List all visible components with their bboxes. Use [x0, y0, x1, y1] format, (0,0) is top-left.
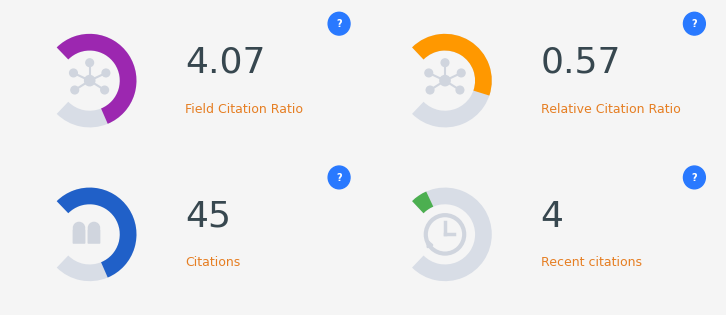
Circle shape — [683, 12, 706, 35]
Circle shape — [683, 166, 706, 189]
Text: ?: ? — [336, 20, 342, 29]
Circle shape — [328, 166, 350, 189]
Text: 4: 4 — [541, 200, 563, 234]
Text: 4.07: 4.07 — [185, 46, 266, 80]
Text: Citations: Citations — [185, 256, 240, 269]
Text: ?: ? — [336, 173, 342, 183]
Circle shape — [328, 12, 350, 35]
Text: ?: ? — [692, 173, 697, 183]
Text: 45: 45 — [185, 200, 232, 234]
Text: ?: ? — [692, 20, 697, 29]
Text: Field Citation Ratio: Field Citation Ratio — [185, 103, 303, 116]
Text: Relative Citation Ratio: Relative Citation Ratio — [541, 103, 680, 116]
Text: Recent citations: Recent citations — [541, 256, 642, 269]
Text: 0.57: 0.57 — [541, 46, 621, 80]
